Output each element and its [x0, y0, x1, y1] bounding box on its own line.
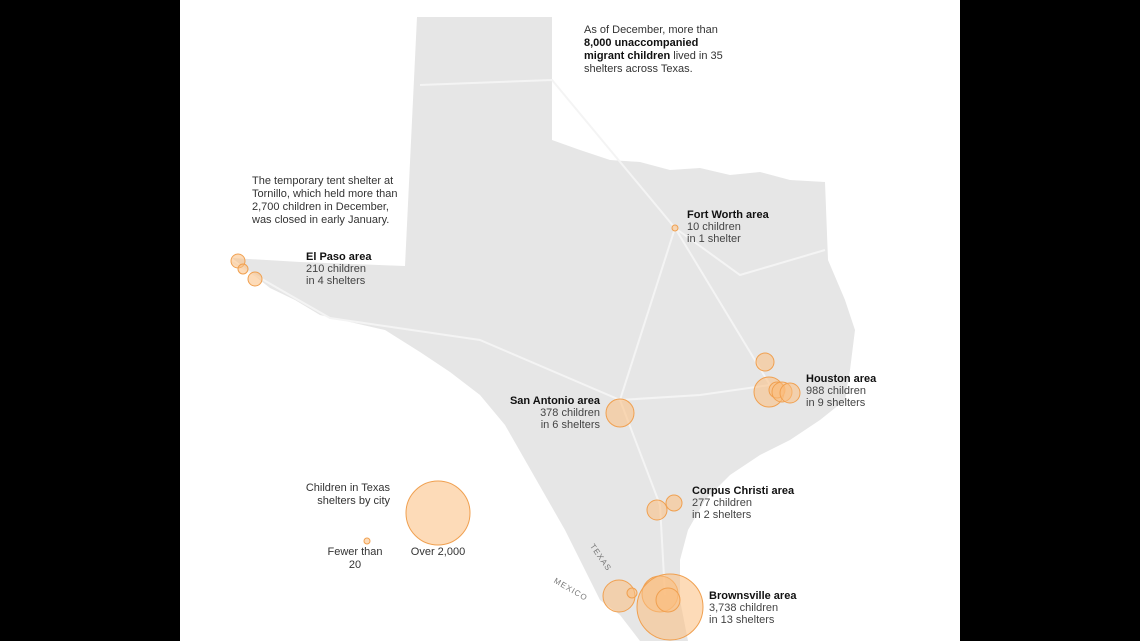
bubble: [247, 271, 263, 287]
area-name: Fort Worth area: [687, 209, 769, 221]
area-children: 210 children: [306, 263, 366, 275]
legend-large-label: Over 2,000: [410, 546, 466, 558]
area-shelters: in 6 shelters: [540, 419, 600, 431]
tornillo-note: The temporary tent shelter at Tornillo, …: [252, 175, 398, 226]
area-children: 378 children: [540, 407, 600, 419]
intro-bold: 8,000 unaccompanied migrant children: [584, 37, 699, 62]
area-children: 10 children: [687, 221, 741, 233]
legend-small-label: Fewer than 20: [327, 546, 383, 571]
bubble: [626, 587, 638, 599]
area-name: Brownsville area: [709, 590, 797, 602]
area-shelters: in 13 shelters: [709, 614, 775, 626]
bubbles: [230, 224, 801, 641]
legend-bubble-large: [405, 480, 471, 546]
bubble: [237, 263, 249, 275]
area-name: Corpus Christi area: [692, 485, 795, 497]
bubble: [665, 494, 683, 512]
bubble: [605, 398, 635, 428]
roads: [231, 78, 826, 596]
bubble: [779, 382, 801, 404]
area-name: Houston area: [806, 373, 877, 385]
bubble: [671, 224, 679, 232]
area-shelters: in 9 shelters: [806, 397, 866, 409]
legend-bubble-small: [363, 537, 371, 545]
area-name: San Antonio area: [509, 395, 600, 407]
area-label: Houston area 988 children in 9 shelters: [806, 373, 916, 409]
intro-note: As of December, more than 8,000 unaccomp…: [584, 24, 734, 76]
area-label: San Antonio area 378 children in 6 shelter…: [490, 395, 600, 431]
area-children: 988 children: [806, 385, 866, 397]
legend-title: Children in Texas shelters by city: [305, 482, 390, 507]
area-shelters: in 4 shelters: [306, 275, 366, 287]
bubble: [646, 499, 668, 521]
area-name: El Paso area: [306, 251, 372, 263]
texas-shape: [232, 17, 855, 641]
area-label: El Paso area 210 children in 4 shelters: [306, 251, 416, 287]
intro-text: As of December, more than: [584, 24, 718, 36]
bubble: [655, 587, 681, 613]
area-label: Fort Worth area 10 children in 1 shelter: [687, 209, 797, 245]
area-children: 277 children: [692, 497, 752, 509]
area-label: Brownsville area 3,738 children in 13 shel…: [709, 590, 819, 626]
intro-text: lived in 35 shelters across Texas.: [584, 50, 723, 75]
area-shelters: in 2 shelters: [692, 509, 752, 521]
area-children: 3,738 children: [709, 602, 779, 614]
bubble: [755, 352, 775, 372]
area-shelters: in 1 shelter: [687, 233, 741, 245]
area-label: Corpus Christi area 277 children in 2 shel…: [692, 485, 802, 521]
